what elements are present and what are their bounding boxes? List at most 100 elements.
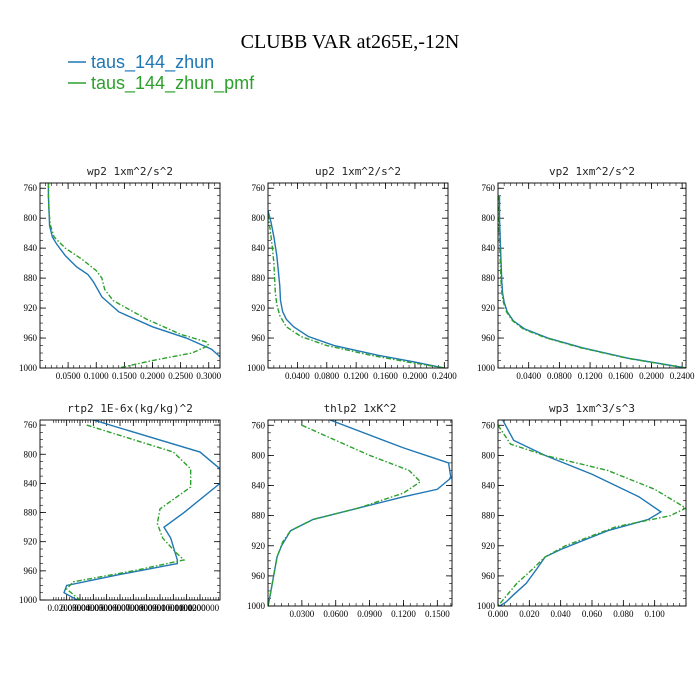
x-tick-label: 0.1000 <box>84 371 109 381</box>
x-tick-label: 0.2000 <box>140 371 165 381</box>
minor-ticks <box>267 420 452 607</box>
series-line-zhun-pmf <box>47 183 210 368</box>
series-line-zhun <box>268 210 445 368</box>
legend-label-zhun-pmf: taus_144_zhun_pmf <box>91 73 255 94</box>
x-tick-label: 0.1200 <box>578 371 603 381</box>
y-tick-label: 840 <box>252 481 266 491</box>
x-tick-label: 0.1200 <box>391 609 416 619</box>
x-tick-label: 0.0300000 <box>61 603 100 613</box>
y-tick-label: 760 <box>252 420 266 430</box>
panel-title: wp3 1xm^3/s^3 <box>549 402 635 415</box>
panels-grid: wp2 1xm^2/s^20.0500 0.1000 0.1500 0.2000 0.2… <box>19 165 695 619</box>
panel-5: thlp2 1xK^2 0.0300 0.0600 0.0900 0.1200 0.150… <box>247 402 453 619</box>
series-line-zhun-pmf <box>268 214 445 368</box>
x-tick-label: 0.2000 <box>403 371 428 381</box>
panel-title: thlp2 1xK^2 <box>324 402 397 415</box>
minor-ticks <box>497 183 686 369</box>
y-tick-label: 960 <box>482 333 496 343</box>
x-tick-label: 0.1500 <box>425 609 450 619</box>
x-tick-label: 0.2400 <box>432 371 457 381</box>
y-tick-label: 880 <box>252 273 266 283</box>
x-tick-label: 0.0600000 <box>101 603 140 613</box>
x-tick-label: 0.2000 <box>639 371 664 381</box>
y-tick-label: 800 <box>252 213 266 223</box>
y-tick-label: 760 <box>24 183 38 193</box>
y-tick-label: 1000 <box>477 601 496 611</box>
y-tick-label: 800 <box>252 450 266 460</box>
y-tick-label: 920 <box>252 541 266 551</box>
panel-title: rtp2 1E-6x(kg/kg)^2 <box>67 402 193 415</box>
x-tick-label: 0.1200000 <box>181 603 220 613</box>
x-tick-label: 0.1000000 <box>154 603 193 613</box>
y-tick-label: 760 <box>252 183 266 193</box>
y-tick-label: 840 <box>24 243 38 253</box>
y-tick-label: 920 <box>252 303 266 313</box>
x-tick-label: 0.000 <box>488 609 509 619</box>
y-tick-label: 1000 <box>247 601 266 611</box>
y-tick-label: 1000 <box>247 363 266 373</box>
x-tick-label: 0.0400 <box>516 371 541 381</box>
x-tick-label: 0.1100000 <box>168 603 206 613</box>
x-tick-label: 0.3000 <box>196 371 221 381</box>
series-line-zhun <box>63 420 220 600</box>
series-line-zhun-pmf <box>268 424 422 606</box>
y-tick-label: 880 <box>482 273 496 283</box>
y-tick-label: 1000 <box>19 363 38 373</box>
minor-ticks <box>267 183 448 369</box>
series-line-zhun-pmf <box>498 195 686 368</box>
y-tick-label: 800 <box>482 450 496 460</box>
series-line-zhun-pmf <box>498 424 686 606</box>
y-tick-label: 880 <box>24 508 38 518</box>
series-line-zhun <box>268 420 452 606</box>
y-tick-label: 800 <box>24 213 38 223</box>
x-tick-label: 0.1600 <box>608 371 633 381</box>
x-tick-label: 0.1500 <box>112 371 137 381</box>
x-tick-label: 0.0400 <box>285 371 310 381</box>
panel-1: wp2 1xm^2/s^2 0.0500 0.1000 0.1500 0.2000 0.2… <box>19 165 222 381</box>
x-tick-label: 0.1600 <box>373 371 398 381</box>
y-tick-label: 800 <box>482 213 496 223</box>
y-tick-label: 840 <box>482 481 496 491</box>
x-tick-label: 0.0300 <box>289 609 314 619</box>
x-tick-label: 0.0500000 <box>88 603 127 613</box>
x-tick-label: 0.100 <box>645 609 666 619</box>
x-tick-label: 0.0500 <box>56 371 81 381</box>
y-tick-label: 760 <box>482 183 496 193</box>
x-tick-label: 0.0200000 <box>48 603 87 613</box>
y-tick-label: 840 <box>482 243 496 253</box>
legend-label-zhun: taus_144_zhun <box>91 52 214 73</box>
y-tick-label: 880 <box>482 511 496 521</box>
figure-legend: taus_144_zhun taus_144_zhun_pmf <box>68 52 255 94</box>
y-tick-label: 960 <box>482 571 496 581</box>
series-line-zhun <box>47 183 220 358</box>
y-tick-label: 960 <box>252 333 266 343</box>
panel-title: up2 1xm^2/s^2 <box>315 165 401 178</box>
x-tick-label: 0.0900000 <box>141 603 180 613</box>
x-tick-label: 0.0600 <box>323 609 348 619</box>
x-tick-label: 0.060 <box>582 609 603 619</box>
x-tick-label: 0.0400000 <box>74 603 113 613</box>
panel-2: up2 1xm^2/s^2 0.0400 0.0800 0.1200 0.1600 0.2… <box>247 165 457 381</box>
x-tick-label: 0.0700000 <box>114 603 153 613</box>
x-tick-label: 0.080 <box>613 609 634 619</box>
figure-title: CLUBB VAR at265E,-12N <box>241 31 460 53</box>
y-tick-label: 1000 <box>477 363 496 373</box>
y-tick-label: 760 <box>482 420 496 430</box>
y-tick-label: 920 <box>482 303 496 313</box>
y-tick-label: 760 <box>24 420 38 430</box>
plot-frame <box>39 419 221 601</box>
y-tick-label: 920 <box>24 537 38 547</box>
y-tick-label: 1000 <box>19 595 38 605</box>
plot-frame <box>497 182 687 369</box>
y-tick-label: 960 <box>24 333 38 343</box>
series-line-zhun-pmf <box>65 424 192 600</box>
y-tick-label: 960 <box>24 566 38 576</box>
y-tick-label: 960 <box>252 571 266 581</box>
x-tick-label: 0.0800 <box>314 371 339 381</box>
panel-title: wp2 1xm^2/s^2 <box>87 165 173 178</box>
plot-frame <box>267 419 453 607</box>
series-line-zhun <box>499 420 663 606</box>
y-tick-label: 840 <box>24 478 38 488</box>
x-tick-label: 0.1200 <box>344 371 369 381</box>
